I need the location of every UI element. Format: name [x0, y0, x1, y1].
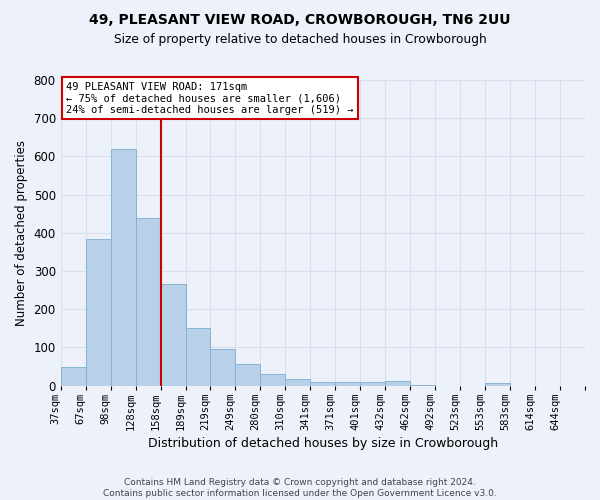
Bar	[161, 284, 185, 386]
Bar	[286, 379, 310, 386]
Bar	[136, 218, 161, 386]
Text: 49, PLEASANT VIEW ROAD, CROWBOROUGH, TN6 2UU: 49, PLEASANT VIEW ROAD, CROWBOROUGH, TN6…	[89, 12, 511, 26]
X-axis label: Distribution of detached houses by size in Crowborough: Distribution of detached houses by size …	[148, 437, 498, 450]
Bar	[335, 382, 360, 386]
Bar	[310, 382, 335, 386]
Bar	[360, 382, 385, 386]
Y-axis label: Number of detached properties: Number of detached properties	[15, 140, 28, 326]
Bar	[86, 238, 110, 386]
Bar	[385, 381, 410, 386]
Bar	[410, 385, 435, 386]
Bar	[260, 374, 286, 386]
Bar	[235, 364, 260, 386]
Text: 49 PLEASANT VIEW ROAD: 171sqm
← 75% of detached houses are smaller (1,606)
24% o: 49 PLEASANT VIEW ROAD: 171sqm ← 75% of d…	[66, 82, 353, 114]
Bar	[485, 383, 510, 386]
Bar	[211, 348, 235, 386]
Bar	[61, 366, 86, 386]
Bar	[185, 328, 211, 386]
Bar	[110, 149, 136, 386]
Text: Contains HM Land Registry data © Crown copyright and database right 2024.
Contai: Contains HM Land Registry data © Crown c…	[103, 478, 497, 498]
Text: Size of property relative to detached houses in Crowborough: Size of property relative to detached ho…	[113, 32, 487, 46]
